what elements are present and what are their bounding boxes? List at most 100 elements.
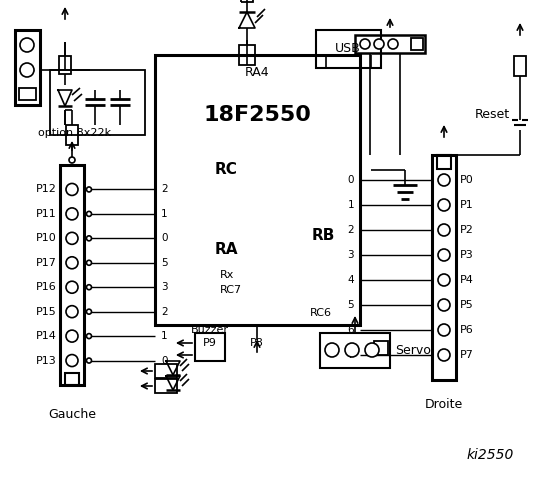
Bar — [374, 341, 388, 355]
Text: P1: P1 — [460, 200, 474, 210]
Circle shape — [66, 281, 78, 293]
Text: USB: USB — [335, 43, 361, 56]
Bar — [155, 364, 177, 378]
Circle shape — [66, 208, 78, 220]
Text: P16: P16 — [36, 282, 57, 292]
Text: 3: 3 — [347, 250, 354, 260]
Text: 0: 0 — [347, 175, 354, 185]
Text: Buzzer: Buzzer — [191, 325, 229, 335]
Bar — [66, 125, 78, 145]
Text: P0: P0 — [460, 175, 474, 185]
Bar — [241, 0, 253, 2]
Text: P17: P17 — [36, 258, 57, 268]
Text: Gauche: Gauche — [48, 408, 96, 421]
Text: RC6: RC6 — [310, 308, 332, 318]
Circle shape — [438, 199, 450, 211]
Bar — [355, 35, 425, 53]
Bar — [15, 30, 40, 105]
Text: P5: P5 — [460, 300, 474, 310]
Bar — [316, 30, 381, 68]
Circle shape — [438, 274, 450, 286]
Bar — [65, 373, 79, 385]
Circle shape — [20, 38, 34, 52]
Bar — [50, 70, 145, 135]
Text: P6: P6 — [460, 325, 474, 335]
Bar — [155, 379, 177, 393]
Text: Droite: Droite — [425, 398, 463, 411]
Circle shape — [69, 157, 75, 163]
Circle shape — [86, 236, 91, 241]
Circle shape — [388, 39, 398, 49]
Bar — [514, 56, 526, 76]
Text: P13: P13 — [36, 356, 57, 366]
Text: 1: 1 — [347, 200, 354, 210]
Text: 0: 0 — [161, 233, 168, 243]
Text: P2: P2 — [460, 225, 474, 235]
Text: 1: 1 — [161, 209, 168, 219]
Bar — [239, 45, 255, 65]
Text: 3: 3 — [161, 282, 168, 292]
Circle shape — [66, 330, 78, 342]
Circle shape — [438, 174, 450, 186]
Text: 2: 2 — [161, 184, 168, 194]
Circle shape — [365, 343, 379, 357]
Circle shape — [86, 358, 91, 363]
Text: Rx: Rx — [220, 270, 234, 280]
Circle shape — [20, 63, 34, 77]
Text: P15: P15 — [36, 307, 57, 317]
Text: P4: P4 — [460, 275, 474, 285]
Text: 7: 7 — [347, 350, 354, 360]
Text: 5: 5 — [161, 258, 168, 268]
Text: P11: P11 — [36, 209, 57, 219]
Text: RA4: RA4 — [244, 67, 269, 80]
Circle shape — [438, 299, 450, 311]
Text: P12: P12 — [36, 184, 57, 194]
Circle shape — [66, 232, 78, 244]
Bar — [155, 55, 360, 325]
Text: 18F2550: 18F2550 — [203, 105, 311, 125]
Text: 0: 0 — [161, 356, 168, 366]
Bar — [320, 333, 390, 368]
Bar — [60, 165, 84, 385]
Circle shape — [86, 211, 91, 216]
Bar — [432, 155, 456, 380]
Circle shape — [86, 260, 91, 265]
Text: P8: P8 — [250, 338, 264, 348]
Circle shape — [86, 187, 91, 192]
Text: 5: 5 — [347, 300, 354, 310]
Circle shape — [66, 183, 78, 195]
Circle shape — [86, 309, 91, 314]
Circle shape — [438, 224, 450, 236]
Text: P3: P3 — [460, 250, 474, 260]
Text: Reset: Reset — [475, 108, 510, 121]
Text: 2: 2 — [161, 307, 168, 317]
Bar — [19, 88, 36, 100]
Circle shape — [325, 343, 339, 357]
Text: 4: 4 — [347, 275, 354, 285]
Circle shape — [66, 306, 78, 318]
Text: RC: RC — [215, 163, 238, 178]
Text: RC7: RC7 — [220, 285, 242, 295]
Text: 6: 6 — [347, 325, 354, 335]
Circle shape — [66, 355, 78, 367]
Bar — [195, 333, 225, 361]
Text: option 8x22k: option 8x22k — [39, 128, 112, 138]
Circle shape — [345, 343, 359, 357]
Circle shape — [438, 324, 450, 336]
Text: RA: RA — [215, 242, 238, 257]
Bar — [437, 155, 451, 169]
Circle shape — [360, 39, 370, 49]
Bar — [59, 56, 71, 74]
Circle shape — [66, 257, 78, 269]
Text: ki2550: ki2550 — [466, 448, 514, 462]
Text: 2: 2 — [347, 225, 354, 235]
Text: P7: P7 — [460, 350, 474, 360]
Circle shape — [86, 334, 91, 338]
Bar — [411, 38, 423, 50]
Circle shape — [438, 349, 450, 361]
Circle shape — [86, 285, 91, 290]
Text: 1: 1 — [161, 331, 168, 341]
Text: P14: P14 — [36, 331, 57, 341]
Circle shape — [374, 39, 384, 49]
Circle shape — [438, 249, 450, 261]
